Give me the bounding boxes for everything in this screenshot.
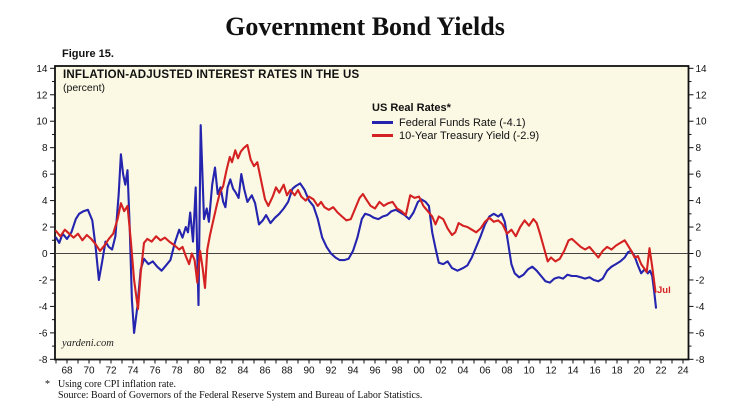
svg-text:16: 16 xyxy=(589,366,601,377)
svg-text:2: 2 xyxy=(42,223,48,234)
figure-label: Figure 15. xyxy=(62,48,114,60)
svg-text:92: 92 xyxy=(325,366,337,377)
y-axis-ticks: -8 -8 -6 -6 -4 -4 -2 -2 0 0 2 2 4 4 6 6 8 8 10 10 12 12 14 14 xyxy=(36,64,707,366)
x-axis-ticks: 68 70 72 74 76 78 80 82 84 86 88 90 92 94 96 98 00 02 04 06… xyxy=(55,359,689,377)
legend-header: US Real Rates* xyxy=(372,102,451,114)
svg-text:90: 90 xyxy=(303,366,315,377)
svg-text:-2: -2 xyxy=(696,275,705,286)
svg-text:06: 06 xyxy=(479,366,491,377)
svg-text:14: 14 xyxy=(567,366,579,377)
svg-text:12: 12 xyxy=(696,90,708,101)
svg-text:8: 8 xyxy=(42,143,48,154)
svg-text:-8: -8 xyxy=(696,355,705,366)
svg-text:96: 96 xyxy=(369,366,381,377)
svg-text:4: 4 xyxy=(696,196,702,207)
svg-text:4: 4 xyxy=(42,196,48,207)
svg-text:14: 14 xyxy=(696,64,708,75)
svg-text:94: 94 xyxy=(347,366,359,377)
svg-text:-4: -4 xyxy=(39,302,48,313)
svg-text:24: 24 xyxy=(677,366,689,377)
legend-swatch-red xyxy=(372,134,393,137)
footnote-source: Source: Board of Governors of the Federa… xyxy=(58,390,423,401)
chart-subtitle: (percent) xyxy=(63,82,106,94)
svg-text:68: 68 xyxy=(61,366,73,377)
svg-text:88: 88 xyxy=(281,366,293,377)
svg-text:82: 82 xyxy=(215,366,227,377)
chart-title: INFLATION-ADJUSTED INTEREST RATES IN THE… xyxy=(63,69,360,81)
legend-label-federal-funds: Federal Funds Rate (-4.1) xyxy=(399,116,526,129)
svg-text:84: 84 xyxy=(237,366,249,377)
svg-text:0: 0 xyxy=(696,249,702,260)
svg-text:-4: -4 xyxy=(696,302,705,313)
svg-text:78: 78 xyxy=(171,366,183,377)
series-line-1 xyxy=(54,143,657,311)
legend-swatch-blue xyxy=(372,121,393,124)
page-title: Government Bond Yields xyxy=(225,12,505,41)
svg-text:12: 12 xyxy=(36,90,48,101)
svg-text:72: 72 xyxy=(105,366,117,377)
last-point-annotation: Jul xyxy=(657,285,671,296)
svg-text:10: 10 xyxy=(696,117,708,128)
svg-text:80: 80 xyxy=(193,366,205,377)
svg-text:02: 02 xyxy=(435,366,447,377)
svg-text:-8: -8 xyxy=(39,355,48,366)
legend: US Real Rates* Federal Funds Rate (-4.1)… xyxy=(372,102,539,142)
svg-text:10: 10 xyxy=(36,117,48,128)
svg-text:76: 76 xyxy=(149,366,161,377)
footnote-marker: * xyxy=(45,379,50,390)
svg-text:20: 20 xyxy=(633,366,645,377)
svg-text:18: 18 xyxy=(611,366,623,377)
svg-text:12: 12 xyxy=(545,366,557,377)
svg-text:8: 8 xyxy=(696,143,702,154)
footnote-text: Using core CPI inflation rate. xyxy=(58,379,177,390)
svg-text:22: 22 xyxy=(655,366,667,377)
svg-text:98: 98 xyxy=(391,366,403,377)
svg-text:00: 00 xyxy=(413,366,425,377)
svg-text:14: 14 xyxy=(36,64,48,75)
watermark-yardeni: yardeni.com xyxy=(62,338,114,349)
legend-item-treasury: 10-Year Treasury Yield (-2.9) xyxy=(372,129,539,142)
legend-label-treasury: 10-Year Treasury Yield (-2.9) xyxy=(399,129,540,142)
svg-text:86: 86 xyxy=(259,366,271,377)
footnote-asterisk: * Using core CPI inflation rate. xyxy=(45,379,176,390)
svg-text:08: 08 xyxy=(501,366,513,377)
svg-text:2: 2 xyxy=(696,223,702,234)
plot-frame xyxy=(54,65,690,361)
svg-text:0: 0 xyxy=(42,249,48,260)
svg-text:74: 74 xyxy=(127,366,139,377)
svg-text:-6: -6 xyxy=(696,328,705,339)
legend-item-federal-funds: Federal Funds Rate (-4.1) xyxy=(372,116,539,129)
svg-text:-6: -6 xyxy=(39,328,48,339)
svg-text:70: 70 xyxy=(83,366,95,377)
svg-text:6: 6 xyxy=(42,170,48,181)
svg-text:04: 04 xyxy=(457,366,469,377)
svg-text:-2: -2 xyxy=(39,275,48,286)
svg-text:10: 10 xyxy=(523,366,535,377)
svg-text:6: 6 xyxy=(696,170,702,181)
